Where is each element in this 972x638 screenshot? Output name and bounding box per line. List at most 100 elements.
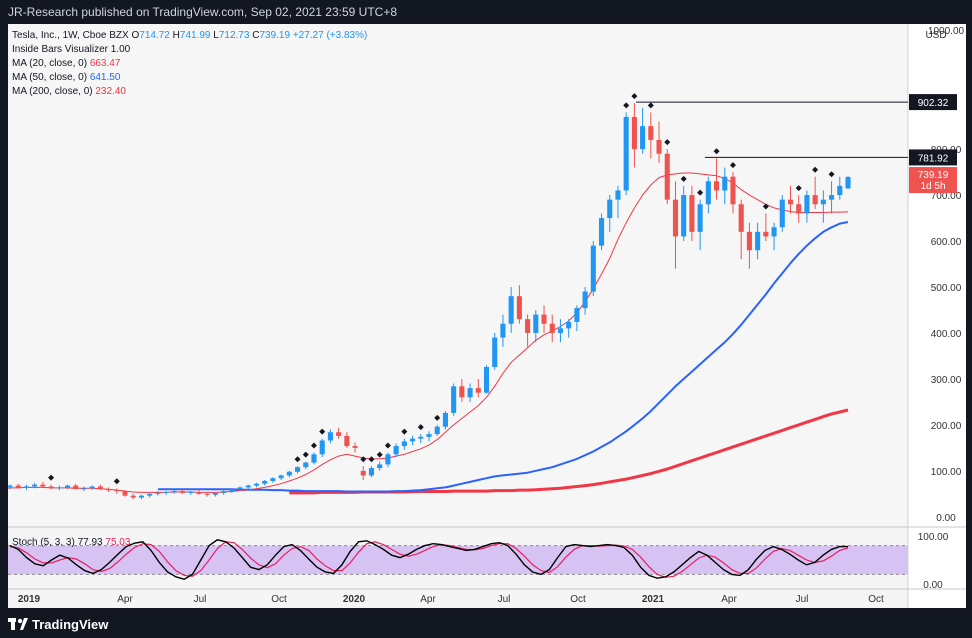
candle-body: [188, 491, 194, 493]
candle-body: [295, 467, 301, 472]
candle-body: [459, 386, 465, 398]
candle-body: [426, 434, 432, 437]
candle-body: [336, 432, 342, 436]
legend-indicator-value: 641.50: [90, 72, 121, 83]
price-axis-panel: [908, 24, 966, 608]
legend-indicator-row: MA (200, close, 0) 232.40: [12, 86, 126, 97]
candle-body: [804, 195, 810, 214]
candle-body: [81, 488, 87, 490]
candle-body: [738, 204, 744, 232]
candle-body: [475, 388, 481, 393]
y-tick-label: 100.00: [931, 467, 962, 478]
level-label-box: [909, 149, 957, 166]
candle-body: [549, 323, 555, 333]
candle-body: [492, 337, 498, 367]
candle-body: [615, 190, 621, 200]
candle-body: [130, 495, 136, 498]
chart-area[interactable]: 0.00 100.00 200.00 300.00 400.00 500.00 600.00…: [1, 24, 966, 608]
candle-body: [442, 412, 448, 427]
stoch-k-line: [9, 539, 848, 580]
candle-body: [410, 438, 416, 442]
candle-body: [582, 291, 588, 309]
candle-body: [221, 491, 227, 493]
candle-body: [368, 468, 375, 476]
candle-body: [319, 440, 325, 455]
candle-body: [557, 328, 563, 333]
candle-body: [237, 487, 243, 490]
legend-indicator-label: MA (50, close, 0): [12, 72, 90, 83]
candle-body: [755, 231, 761, 251]
candle-body: [253, 483, 260, 486]
candle-body: [516, 296, 522, 320]
inside-bar-marker: [384, 442, 391, 449]
candle-body: [640, 126, 646, 150]
candle-body: [352, 446, 358, 448]
top-bar: JR-Research published on TradingView.com…: [0, 0, 972, 24]
candle-body: [533, 314, 539, 333]
candle-body: [48, 486, 54, 489]
inside-bar-marker: [360, 456, 367, 463]
candle-body: [114, 490, 120, 492]
legend-symbol-row: Tesla, Inc., 1W, Cboe BZX O714.72 H741.9…: [12, 30, 367, 41]
candle-body: [245, 485, 251, 488]
candle-body: [656, 139, 662, 154]
candle-body: [451, 386, 457, 413]
inside-bar-marker: [762, 203, 769, 210]
inside-bar-marker: [631, 93, 638, 100]
y-tick-label: 400.00: [931, 329, 962, 340]
candle-body: [812, 195, 818, 205]
candle-body: [401, 441, 407, 447]
stoch-k-value: 77.93: [78, 537, 106, 548]
candle-body: [837, 185, 843, 196]
candle-body: [631, 116, 637, 150]
inside-bar-marker: [812, 166, 819, 173]
candle-body: [525, 319, 531, 333]
candle-body: [212, 492, 218, 495]
candle-body: [377, 464, 383, 469]
inside-bar-marker: [434, 414, 441, 421]
currency-label: USD: [925, 30, 946, 41]
inside-bar-marker: [828, 171, 835, 178]
legend-indicator-value: 1.00: [111, 44, 131, 55]
stoch-name: Stoch (5, 3, 3): [12, 537, 78, 548]
candle-body: [664, 153, 670, 200]
legend-ohlc-key: L: [213, 30, 219, 41]
x-tick-label: Oct: [271, 594, 287, 605]
candle-body: [163, 491, 169, 493]
inside-bar-marker: [417, 424, 424, 431]
chart-svg[interactable]: 0.00 100.00 200.00 300.00 400.00 500.00 600.00…: [1, 24, 966, 608]
published-text: JR-Research published on TradingView.com…: [8, 5, 398, 19]
stoch-d-value: 75.03: [105, 537, 130, 548]
candle-body: [845, 177, 851, 189]
y-tick-label: 1000.00: [928, 26, 965, 37]
inside-bar-marker: [795, 185, 802, 192]
x-tick-label: 2019: [18, 594, 41, 605]
candle-body: [714, 181, 720, 191]
candle-body: [566, 321, 572, 329]
tradingview-logo-icon: [8, 618, 28, 630]
candle-body: [541, 314, 547, 324]
inside-bar-marker: [713, 148, 720, 155]
candle-body: [138, 495, 144, 498]
candle-body: [787, 199, 794, 205]
candle-body: [705, 181, 711, 205]
x-tick-label: Jul: [498, 594, 511, 605]
candle-body: [97, 486, 103, 490]
y-tick-label: 0.00: [936, 513, 956, 524]
candle-body: [327, 432, 333, 441]
candle-body: [393, 446, 399, 455]
inside-bar-marker: [113, 478, 120, 485]
legend-indicator-label: Inside Bars Visualizer: [12, 44, 111, 55]
candle-body: [779, 199, 785, 228]
candle-body: [829, 195, 835, 200]
legend-indicator-row: MA (20, close, 0) 663.47: [12, 58, 121, 69]
inside-bar-marker: [729, 162, 736, 169]
candle-body: [122, 491, 128, 496]
candle-body: [385, 454, 391, 465]
ma50-line: [157, 221, 849, 493]
candle-body: [278, 475, 284, 479]
candle-body: [590, 245, 596, 292]
countdown-label: 1d 5h: [920, 181, 945, 192]
x-tick-label: 2020: [343, 594, 366, 605]
stoch-tick-label: 0.00: [923, 580, 943, 591]
